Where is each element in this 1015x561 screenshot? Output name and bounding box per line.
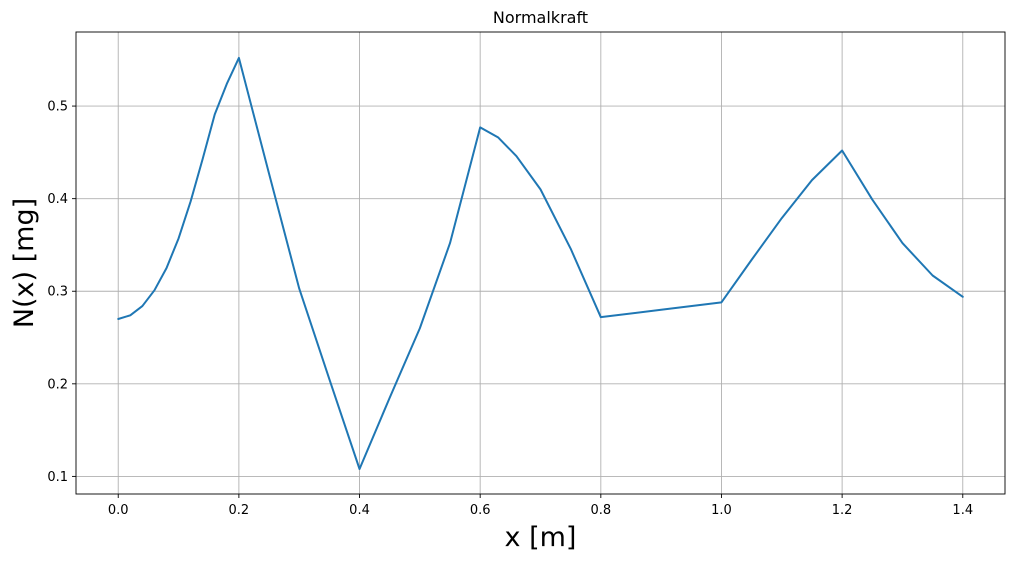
axis-ticks: 0.0 0.2 0.4 0.6 0.8 1.0 1.2 1.4 0.1 0.2 0.3 0.4 0.5 [47, 100, 973, 518]
x-tick-label: 0.0 [108, 503, 129, 518]
x-tick-label: 0.8 [590, 503, 611, 518]
x-axis-label: x [m] [505, 522, 577, 553]
series-line [117, 56, 964, 470]
x-tick-label: 1.4 [952, 503, 973, 518]
x-tick-label: 0.4 [349, 503, 370, 518]
y-tick-label: 0.2 [47, 377, 68, 392]
x-tick-label: 1.0 [711, 503, 732, 518]
y-tick-label: 0.3 [47, 285, 68, 300]
x-tick-label: 0.6 [470, 503, 491, 518]
x-tick-label: 0.2 [229, 503, 250, 518]
y-axis-label: N(x) [mg] [9, 198, 40, 328]
plot-frame [75, 31, 1006, 495]
x-tick-label: 1.2 [832, 503, 853, 518]
grid [76, 32, 1005, 494]
y-tick-label: 0.4 [47, 192, 68, 207]
series-layer [117, 56, 964, 470]
y-tick-label: 0.5 [47, 100, 68, 115]
y-tick-label: 0.1 [47, 470, 68, 485]
chart-title: Normalkraft [493, 8, 588, 27]
